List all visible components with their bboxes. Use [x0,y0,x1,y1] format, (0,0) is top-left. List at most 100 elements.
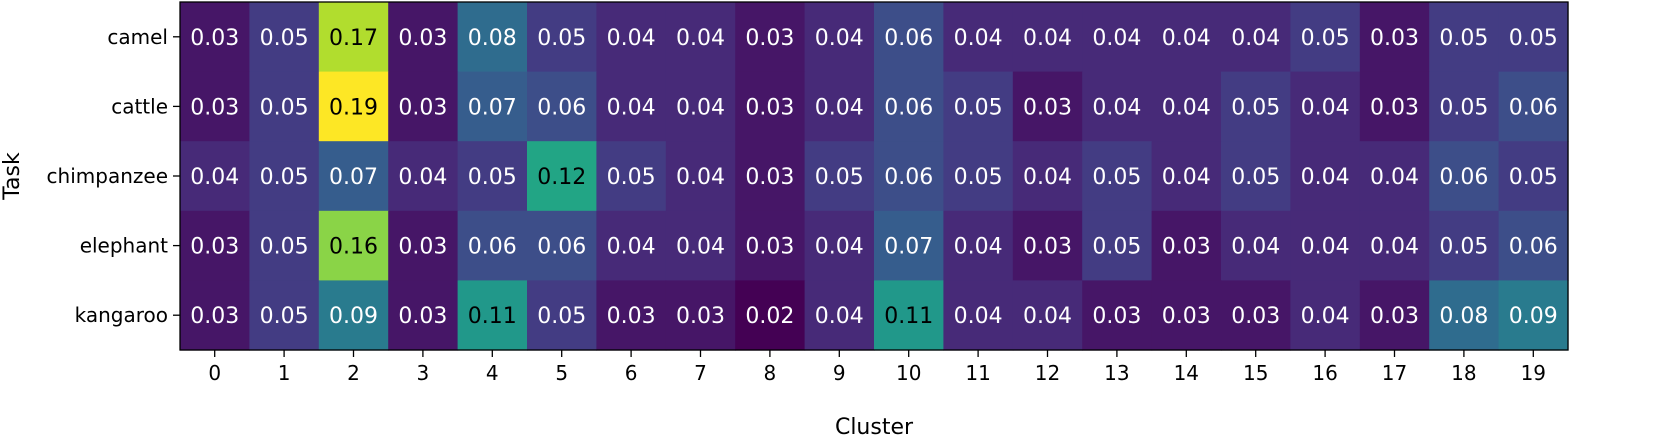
heatmap-cell [457,210,528,281]
cell-value-label: 0.04 [1162,26,1211,51]
x-tick-label: 17 [1382,361,1407,385]
cell-value-label: 0.05 [468,165,517,190]
cell-value-label: 0.04 [1301,235,1350,260]
cell-value-label: 0.03 [398,235,447,260]
heatmap-cell [180,141,250,212]
cell-value-label: 0.06 [884,95,933,120]
heatmap-cell [1221,71,1291,142]
cell-value-label: 0.05 [954,95,1003,120]
heatmap-cell [388,2,459,73]
y-axis-label: Task [0,152,25,201]
cell-value-label: 0.03 [1162,235,1211,260]
heatmap-cell [1151,280,1222,351]
cell-value-label: 0.04 [954,235,1003,260]
y-tick-label: chimpanzee [47,164,168,188]
cell-value-label: 0.05 [1092,165,1141,190]
cell-value-label: 0.05 [815,165,864,190]
cell-value-label: 0.04 [1370,165,1419,190]
x-tick-label: 4 [486,361,499,385]
x-tick-label: 16 [1312,361,1337,385]
cell-value-label: 0.05 [1231,165,1280,190]
heatmap-cell [527,2,597,73]
heatmap-cell [180,280,250,351]
x-tick-label: 9 [833,361,846,385]
heatmap-cell [1151,2,1222,73]
heatmap-cell [388,280,459,351]
heatmap-cell [318,141,389,212]
cell-value-label: 0.04 [954,26,1003,51]
heatmap-cell [874,210,944,281]
x-tick-label: 1 [278,361,291,385]
cell-value-label: 0.04 [1231,235,1280,260]
heatmap-cell [1151,141,1222,212]
cell-value-label: 0.05 [607,165,656,190]
cell-value-label: 0.09 [329,304,378,329]
heatmap-cell [735,141,806,212]
heatmap-cell [318,280,389,351]
y-tick-label: kangaroo [75,303,168,327]
cell-value-label: 0.04 [607,95,656,120]
x-axis-label: Cluster [835,415,914,440]
heatmap-cell [1082,141,1153,212]
cell-value-label: 0.05 [260,235,309,260]
x-tick-label: 11 [965,361,990,385]
heatmap-cell [1012,141,1083,212]
heatmap-cell [180,2,250,73]
cell-value-label: 0.05 [260,26,309,51]
cell-value-label: 0.05 [1231,95,1280,120]
heatmap-cell [1359,141,1430,212]
cell-value-label: 0.03 [1370,304,1419,329]
heatmap-cell [1221,210,1291,281]
cell-value-label: 0.04 [1370,235,1419,260]
cell-value-label: 0.05 [1092,235,1141,260]
heatmap-cell [1429,141,1500,212]
cell-value-label: 0.07 [884,235,933,260]
heatmap-cell [804,141,875,212]
cell-value-label: 0.04 [1023,165,1072,190]
cell-value-label: 0.06 [884,165,933,190]
heatmap-cell [1429,2,1500,73]
heatmap-cell [457,2,528,73]
heatmap-cell [1082,2,1153,73]
heatmap-cell [1012,71,1083,142]
cell-value-label: 0.11 [884,304,933,329]
heatmap-cell [1429,210,1500,281]
y-tick-label: elephant [80,234,168,258]
heatmap-cell [943,2,1014,73]
cell-value-label: 0.04 [676,26,725,51]
cell-value-label: 0.03 [190,95,239,120]
heatmap-cell [735,280,806,351]
cell-value-label: 0.06 [537,95,586,120]
heatmap-cell [1221,2,1291,73]
y-tick-label: camel [107,25,168,49]
heatmap-cell [1221,141,1291,212]
heatmap-cell [735,2,806,73]
cell-value-label: 0.03 [190,235,239,260]
cell-value-label: 0.19 [329,95,378,120]
cell-value-label: 0.04 [1162,165,1211,190]
cell-value-label: 0.06 [1439,165,1488,190]
cell-value-label: 0.04 [815,235,864,260]
cell-value-label: 0.03 [190,304,239,329]
heatmap-cell [249,71,320,142]
heatmap-cell [804,210,875,281]
heatmap-cell [735,71,806,142]
y-tick-label: cattle [111,94,168,118]
cell-value-label: 0.05 [260,95,309,120]
cell-value-label: 0.05 [537,26,586,51]
cell-value-label: 0.05 [1439,26,1488,51]
heatmap-cell [388,71,459,142]
heatmap-cell [665,210,736,281]
cell-value-label: 0.04 [398,165,447,190]
x-tick-label: 2 [347,361,360,385]
cell-value-label: 0.05 [260,165,309,190]
heatmap-cell [804,71,875,142]
heatmap-cell [735,210,806,281]
cell-value-label: 0.05 [260,304,309,329]
heatmap-cell [1290,141,1361,212]
heatmap-cell [1429,280,1500,351]
cell-value-label: 0.11 [468,304,517,329]
cell-value-label: 0.03 [745,235,794,260]
heatmap-cell [1498,210,1569,281]
